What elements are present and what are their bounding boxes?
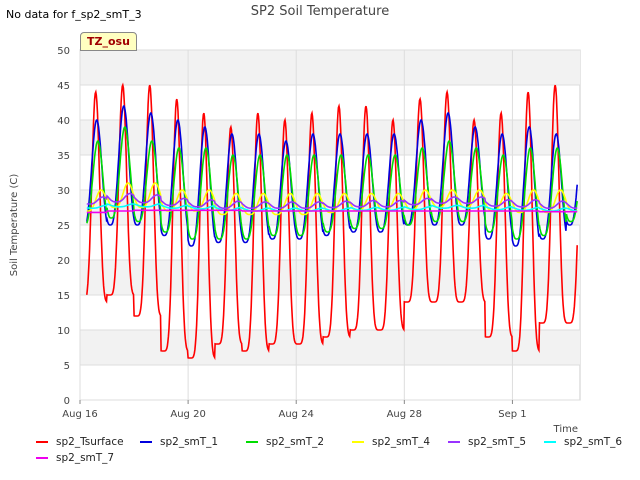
legend-swatch bbox=[544, 441, 556, 443]
x-tick-label: Aug 28 bbox=[387, 409, 422, 420]
legend-item-sp2-smT-1: sp2_smT_1 bbox=[140, 436, 218, 448]
y-tick-label: 20 bbox=[57, 256, 70, 267]
y-tick-label: 5 bbox=[64, 361, 70, 372]
plot-band bbox=[80, 50, 580, 85]
series-line-sp2-Tsurface bbox=[86, 82, 578, 361]
y-tick-label: 0 bbox=[64, 396, 70, 407]
legend-item-sp2-smT-2: sp2_smT_2 bbox=[246, 436, 324, 448]
x-tick-label: Aug 16 bbox=[62, 409, 97, 420]
legend-swatch bbox=[140, 441, 152, 443]
legend-label: sp2_smT_2 bbox=[266, 436, 325, 448]
plot-band bbox=[80, 260, 580, 295]
x-axis-ticks: Aug 16 Aug 20 Aug 24 Aug 28 Sep 1 bbox=[62, 400, 527, 420]
legend-item-sp2-smT-7: sp2_smT_7 bbox=[36, 452, 114, 464]
legend-item-sp2-smT-6: sp2_smT_6 bbox=[544, 436, 622, 448]
y-tick-label: 25 bbox=[57, 221, 70, 232]
legend-label: sp2_Tsurface bbox=[56, 436, 124, 448]
plot-band bbox=[80, 330, 580, 365]
series-line-sp2-smT-2 bbox=[86, 126, 578, 240]
y-tick-label: 45 bbox=[57, 81, 70, 92]
legend-label: sp2_smT_4 bbox=[372, 436, 431, 448]
legend-label: sp2_smT_5 bbox=[468, 436, 527, 448]
legend-item-sp2-smT-4: sp2_smT_4 bbox=[352, 436, 430, 448]
y-tick-label: 15 bbox=[57, 291, 70, 302]
site-badge: TZ_osu bbox=[80, 32, 137, 51]
chart-title: SP2 Soil Temperature bbox=[251, 4, 389, 19]
series-line-sp2-smT-7 bbox=[86, 209, 578, 214]
y-tick-label: 40 bbox=[57, 116, 70, 127]
y-tick-label: 10 bbox=[57, 326, 70, 337]
no-data-note: No data for f_sp2_smT_3 bbox=[6, 8, 142, 21]
y-axis-label: Soil Temperature (C) bbox=[9, 174, 20, 277]
series-lines bbox=[86, 82, 578, 361]
series-line-sp2-smT-5 bbox=[86, 192, 578, 209]
y-tick-label: 35 bbox=[57, 151, 70, 162]
plot-band bbox=[80, 120, 580, 155]
y-tick-label: 30 bbox=[57, 186, 70, 197]
x-tick-label: Aug 20 bbox=[170, 409, 205, 420]
legend-swatch bbox=[36, 457, 48, 459]
x-axis-label: Time bbox=[553, 424, 578, 435]
legend-item-sp2-Tsurface: sp2_Tsurface bbox=[36, 436, 124, 448]
y-tick-label: 50 bbox=[57, 46, 70, 57]
legend-label: sp2_smT_1 bbox=[160, 436, 219, 448]
y-axis-ticks: 0 5 10 15 20 25 30 35 40 45 50 bbox=[57, 46, 70, 407]
legend-swatch bbox=[448, 441, 460, 443]
series-line-sp2-smT-1 bbox=[86, 104, 578, 247]
legend-label: sp2_smT_7 bbox=[56, 452, 115, 464]
legend-swatch bbox=[246, 441, 258, 443]
x-tick-label: Sep 1 bbox=[498, 409, 526, 420]
x-tick-label: Aug 24 bbox=[278, 409, 313, 420]
legend-label: sp2_smT_6 bbox=[564, 436, 623, 448]
legend-item-sp2-smT-5: sp2_smT_5 bbox=[448, 436, 526, 448]
legend-swatch bbox=[352, 441, 364, 443]
legend-swatch bbox=[36, 441, 48, 443]
